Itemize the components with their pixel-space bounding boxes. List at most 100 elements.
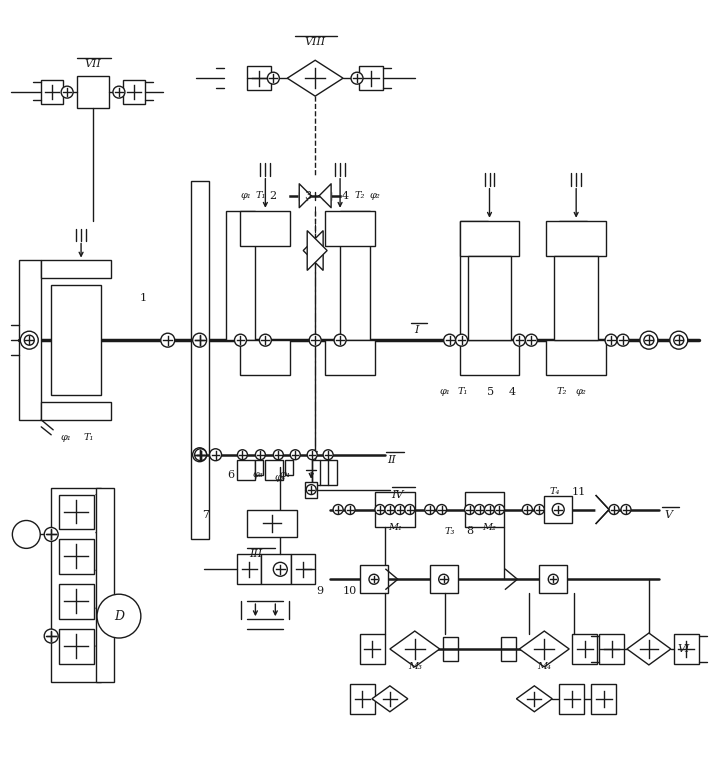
Polygon shape [372,686,408,712]
Circle shape [267,73,279,84]
Text: 9: 9 [317,586,324,596]
Bar [241,211,291,245]
Bar [41,260,111,279]
Circle shape [291,450,300,459]
Circle shape [255,450,265,459]
Bar [325,211,375,245]
Bar [430,565,458,593]
Circle shape [644,335,654,345]
Bar [96,488,114,682]
Bar [241,340,291,375]
Circle shape [605,334,617,346]
Bar [359,66,383,90]
Circle shape [513,334,526,346]
Text: V: V [665,510,673,520]
Bar [547,340,606,375]
Bar [312,459,337,485]
Text: 2: 2 [269,191,276,201]
Bar [262,554,291,584]
Bar [559,221,587,340]
Text: φ₄: φ₄ [280,470,291,479]
Text: φ₁: φ₁ [439,388,450,397]
Bar [247,510,297,537]
Circle shape [260,334,271,346]
Polygon shape [516,686,552,712]
Circle shape [61,86,73,98]
Text: M₁: M₁ [388,523,402,532]
Circle shape [456,334,468,346]
Bar [464,492,505,527]
Circle shape [526,334,537,346]
Circle shape [395,505,404,514]
Text: 4: 4 [342,191,349,201]
Circle shape [548,574,558,584]
Bar [291,554,315,584]
Circle shape [369,574,379,584]
Text: VI: VI [678,644,690,654]
Bar [539,565,567,593]
Circle shape [44,527,58,541]
Bar [468,256,511,340]
Text: φ₂: φ₂ [370,191,380,200]
Text: 3: 3 [304,191,311,201]
Bar [51,488,101,682]
Circle shape [670,331,688,349]
Text: φ₁: φ₁ [61,433,71,442]
Bar [77,76,109,108]
Text: D: D [114,610,124,622]
Text: 7: 7 [202,510,209,520]
Bar [350,684,375,714]
Text: T₁: T₁ [457,388,468,397]
Text: M₃: M₃ [408,662,422,672]
Circle shape [25,335,35,345]
Circle shape [552,503,565,516]
Circle shape [309,334,321,346]
Circle shape [485,505,495,514]
Bar [123,80,145,104]
Circle shape [474,505,485,514]
Bar [255,459,263,475]
Bar [41,402,111,420]
Circle shape [97,594,141,638]
Polygon shape [319,184,331,208]
Bar [674,634,699,664]
Text: T₁: T₁ [255,191,265,200]
Circle shape [273,562,287,576]
Bar [559,684,584,714]
Bar [59,629,94,664]
Polygon shape [299,184,311,208]
Circle shape [323,450,333,459]
Text: 4: 4 [509,387,516,397]
Circle shape [44,629,58,643]
Circle shape [334,334,346,346]
Bar [340,211,370,340]
Bar [59,540,94,574]
Text: IV: IV [392,489,404,499]
Bar [305,482,317,498]
Polygon shape [627,633,671,665]
Bar [237,459,255,479]
Bar [286,459,293,475]
Circle shape [640,331,658,349]
Bar [591,684,616,714]
Circle shape [210,449,221,461]
Bar [41,80,63,104]
Bar [544,496,572,523]
Bar [599,634,624,664]
Circle shape [609,505,619,514]
Bar [19,260,41,420]
Bar [459,221,519,256]
Circle shape [234,334,247,346]
Text: φ₅: φ₅ [275,473,286,482]
Circle shape [12,520,40,548]
Bar [375,492,415,527]
Polygon shape [304,231,323,270]
Text: 8: 8 [466,527,473,537]
Circle shape [621,505,631,514]
Circle shape [161,334,174,347]
Bar [459,221,487,340]
Bar [501,637,516,661]
Circle shape [425,505,435,514]
Circle shape [438,574,448,584]
Bar [459,340,519,375]
